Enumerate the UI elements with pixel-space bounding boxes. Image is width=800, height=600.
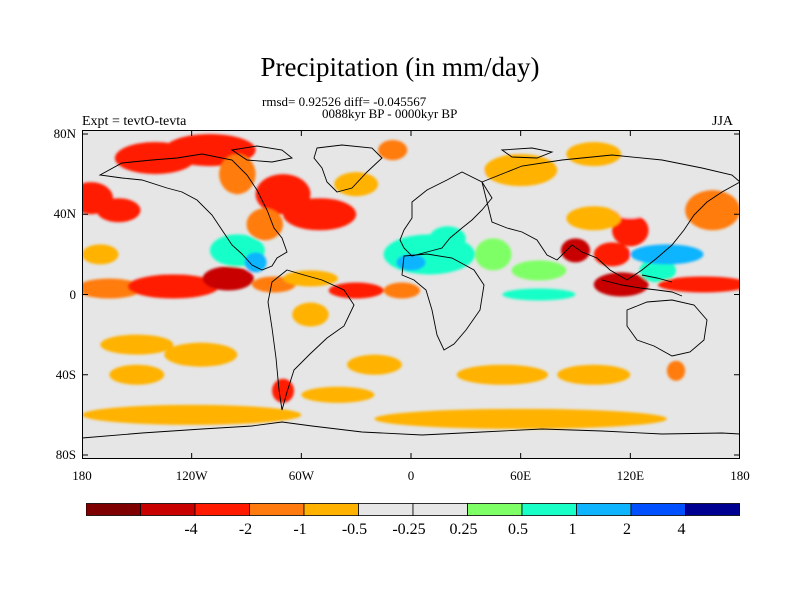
tick-marks [82,130,740,459]
figure-title: Precipitation (in mm/day) [260,52,540,82]
colorbar-label: 0.25 [449,521,478,538]
anomaly-patch [511,260,567,281]
lat-tick-label: 40S [55,366,76,382]
anomaly-patch [100,334,174,355]
anomaly-patch [474,238,512,271]
anomaly-patch [272,378,295,403]
lon-tick-label: 60E [510,468,532,483]
rmsd-diff-text: rmsd= 0.92526 diff= -0.045567 [262,94,427,109]
anomaly-patch [612,214,649,247]
anomaly-patch [383,282,421,299]
colorbar-label: -1 [293,521,307,538]
lon-tick-label: 180 [730,468,750,483]
anomaly-patch [202,266,254,291]
anomaly-patch [560,238,591,263]
anomaly-patch [173,224,210,245]
anomaly-patch [244,252,267,273]
season-label: JJA [712,114,734,129]
anomaly-patch [566,142,622,167]
period-text: 0088kyr BP - 0000kyr BP [322,106,458,121]
colorbar-label: 1 [568,521,577,538]
colorbar-swatch [630,503,686,516]
south-america-coast [267,269,355,411]
colorbar-swatch [249,503,305,516]
anomaly-patch [109,364,165,385]
anomaly-patch [593,242,631,267]
colorbar-swatch [521,503,577,516]
anomaly-patch [301,386,375,403]
anomaly-patch [82,278,143,299]
colorbar-label: -4 [184,521,198,538]
anomaly-patch [82,244,119,265]
europe-africa-coast [399,171,493,351]
anomaly-patch [378,140,408,161]
colorbar-swatch [685,503,740,516]
anomaly-patch [127,274,220,299]
lon-tick-label: 120E [616,468,645,483]
arctic-islands-coast [230,145,554,163]
anomaly-patch [328,282,384,299]
antarctica-coast [82,421,740,439]
colorbar [86,503,740,516]
colorbar-label: -2 [238,521,253,538]
colorbar-swatch [86,503,141,516]
lat-tick-label: 0 [69,286,77,302]
colorbar-label: 4 [677,521,686,538]
anomaly-patch [374,408,667,429]
anomaly-patch [612,202,649,219]
stats-annotation: rmsd= 0.92526 diff= -0.045567 0088kyr BP… [262,94,458,121]
colorbar-swatch [358,503,414,516]
colorbar-label: 2 [623,521,631,538]
experiment-label: Expt = tevtO-tevta [82,114,187,129]
lon-tick-label: 0 [407,468,415,483]
colorbar-label: -0.25 [392,521,426,538]
anomaly-patch [666,308,740,329]
anomaly-patch [164,342,238,367]
north-america-coast [98,153,288,271]
colorbar-swatch [412,503,468,516]
colorbar-swatch [576,503,632,516]
lon-tick-label: 180 [72,468,92,483]
indonesia-coast [601,274,683,297]
lon-tick-label: 60W [288,468,314,483]
greenland-coast [313,144,383,193]
anomaly-patch [283,198,357,231]
anomaly-patch [82,404,302,425]
anomaly-patch [630,244,704,265]
anomaly-patch [96,198,141,223]
anomaly-patch [520,314,594,335]
anomaly-patch [292,302,329,327]
colorbar-label: -0.5 [341,521,368,538]
anomaly-patch [666,360,686,381]
colorbar-swatch [303,503,359,516]
anomaly-patch [347,354,402,375]
lon-tick-label: 120W [175,468,208,483]
anomaly-patch [484,154,558,187]
coastlines [82,144,740,439]
australia-coast [626,299,708,357]
colorbar-swatch [467,503,523,516]
anomaly-patch [630,328,686,361]
anomaly-patch [456,364,549,385]
colorbar-swatch [194,503,250,516]
lat-tick-label: 80N [53,126,76,141]
anomaly-patch [502,288,576,301]
anomaly-patch [557,364,631,385]
lat-tick-label: 40N [53,206,76,222]
colorbar-label: 0.5 [508,521,528,538]
anomaly-patch [290,338,313,371]
precipitation-map [82,130,740,459]
anomaly-patch [493,194,549,215]
colorbar-swatch [140,503,196,516]
anomaly-layer [82,134,740,429]
anomaly-patch [246,208,284,241]
anomaly-patch [396,254,426,271]
asia-coast [481,154,740,281]
anomaly-patch [283,270,338,287]
anomaly-patch [657,276,740,293]
lat-tick-label: 80S [55,446,76,462]
anomaly-patch [219,154,256,195]
anomaly-patch [685,190,740,231]
anomaly-patch [566,206,622,231]
